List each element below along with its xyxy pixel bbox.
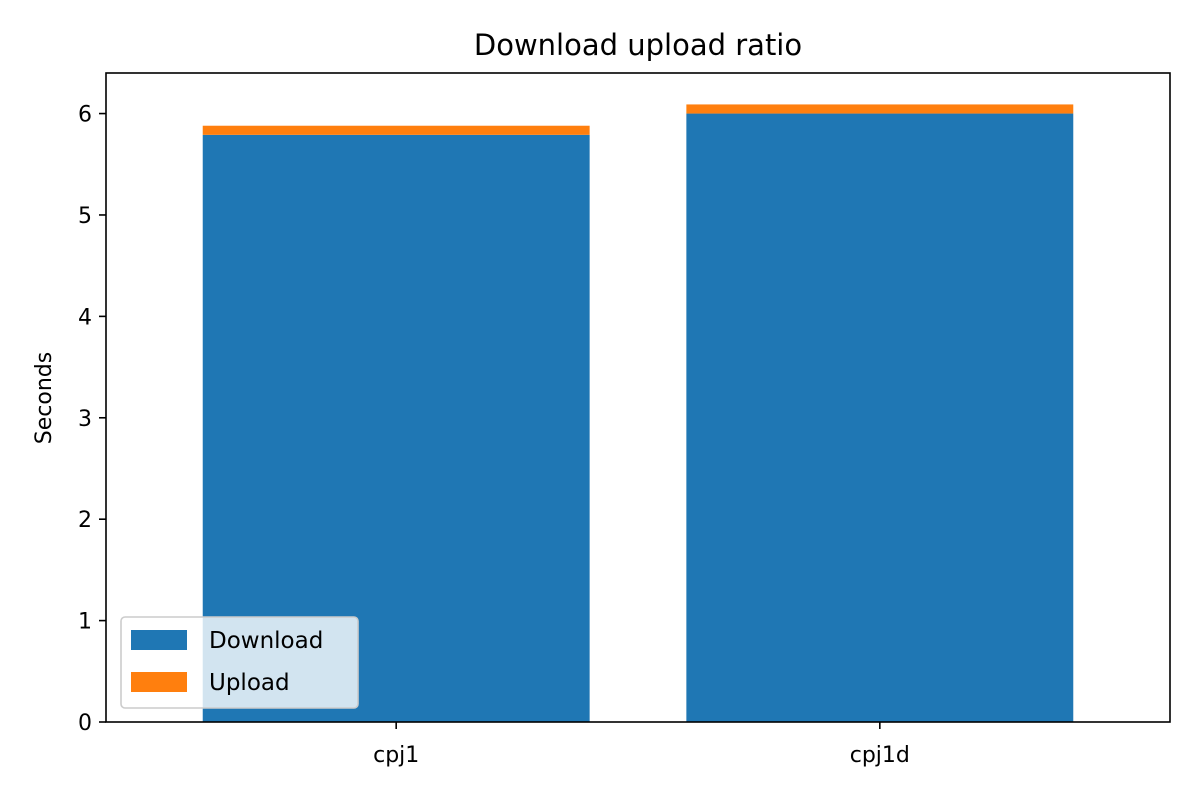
x-axis: cpj1 cpj1d [373,722,910,768]
y-tick-label: 0 [78,711,92,736]
y-axis-label: Seconds [32,352,57,444]
y-tick-label: 4 [78,305,92,330]
bar-upload-cpj1 [202,125,590,135]
y-tick-label: 3 [78,407,92,432]
legend-label-download: Download [209,628,323,654]
bar-download-cpj1d [686,113,1074,722]
legend-swatch-download [131,630,187,650]
x-tick-label: cpj1d [850,743,910,768]
y-tick-label: 6 [78,103,92,128]
bar-upload-cpj1d [686,104,1074,114]
y-tick-label: 5 [78,204,92,229]
y-axis: 0 1 2 3 4 5 6 [78,103,106,736]
legend-label-upload: Upload [209,670,290,696]
legend-swatch-upload [131,672,187,692]
plot-frame [105,72,1171,723]
y-tick-label: 1 [78,610,92,635]
y-tick-label: 2 [78,508,92,533]
x-tick-label: cpj1 [373,743,419,768]
legend: Download Upload [120,616,359,709]
chart-title: Download upload ratio [474,28,802,62]
